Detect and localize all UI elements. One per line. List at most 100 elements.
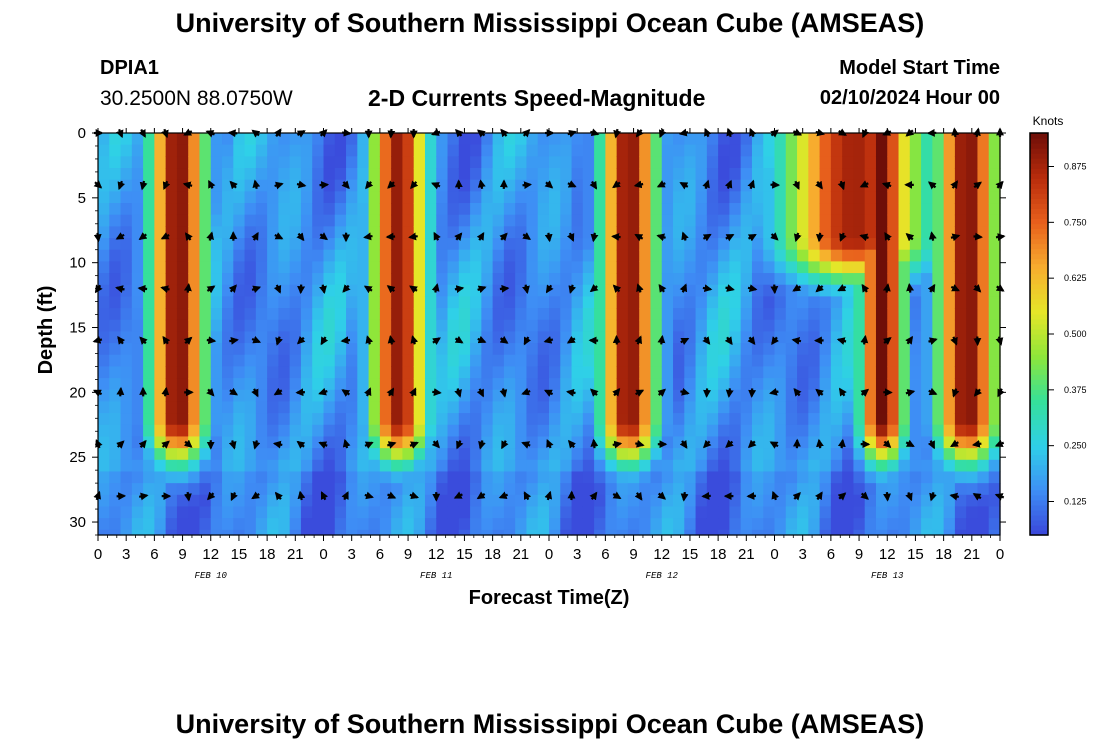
heatmap-cell (864, 214, 877, 227)
colorbar-tick-label: 0.375 (1064, 385, 1087, 395)
heatmap-cell (616, 424, 629, 438)
heatmap-cell (954, 471, 967, 484)
heatmap-cell (413, 214, 426, 227)
heatmap-cell (368, 238, 381, 251)
heatmap-cell (143, 401, 155, 414)
colorbar-segment (1030, 484, 1048, 491)
heatmap-cell (718, 331, 730, 344)
x-tick-label: 9 (178, 546, 186, 563)
current-arrow (273, 387, 283, 396)
heatmap-cell (797, 343, 809, 356)
heatmap-cell (549, 529, 561, 536)
heatmap-cell (424, 343, 437, 356)
heatmap-cell (526, 506, 539, 519)
current-arrow (680, 387, 690, 396)
heatmap-cell (289, 296, 302, 309)
heatmap-cell (966, 144, 979, 157)
heatmap-cell (98, 424, 110, 438)
heatmap-cell (537, 238, 550, 251)
heatmap-cell (176, 261, 189, 274)
current-arrow (342, 438, 351, 449)
heatmap-cell (864, 319, 877, 333)
heatmap-cell (289, 331, 302, 344)
heatmap-cell (289, 308, 302, 321)
heatmap-cell (627, 471, 640, 484)
heatmap-cell (481, 354, 494, 368)
heatmap-cell (943, 518, 956, 531)
heatmap-cell (233, 459, 246, 473)
heatmap-cell (684, 156, 697, 169)
heatmap-cell (594, 308, 606, 321)
heatmap-cell (379, 249, 392, 262)
heatmap-cell (875, 249, 888, 262)
heatmap-cell (808, 448, 821, 461)
heatmap-cell (819, 226, 832, 239)
heatmap-cell (222, 518, 234, 531)
heatmap-cell (684, 319, 697, 333)
heatmap-cell (470, 296, 482, 309)
heatmap-cell (639, 319, 652, 333)
heatmap-cell (458, 471, 471, 484)
heatmap-cell (188, 424, 201, 438)
heatmap-cell (571, 133, 584, 146)
heatmap-cell (199, 459, 212, 473)
heatmap-cell (909, 459, 922, 473)
heatmap-cell (188, 284, 201, 297)
heatmap-cell (391, 144, 404, 157)
heatmap-cell (605, 401, 618, 414)
heatmap-cell (988, 471, 1001, 484)
heatmap-cell (673, 401, 685, 414)
heatmap-cell (909, 273, 922, 286)
heatmap-cell (718, 424, 730, 438)
heatmap-cell (718, 413, 730, 426)
heatmap-cell (413, 319, 426, 333)
heatmap-cell (932, 191, 945, 204)
heatmap-cell (244, 378, 257, 391)
heatmap-cell (323, 448, 336, 461)
heatmap-cell (718, 249, 730, 262)
heatmap-cell (503, 389, 516, 403)
heatmap-cell (661, 448, 674, 461)
heatmap-cell (176, 459, 189, 473)
heatmap-cell (988, 226, 1001, 239)
heatmap-cell (695, 133, 708, 146)
heatmap-cell (278, 238, 291, 251)
heatmap-cell (470, 483, 482, 496)
heatmap-cell (943, 459, 956, 473)
heatmap-cell (436, 284, 449, 297)
heatmap-cell (109, 168, 122, 181)
heatmap-cell (966, 156, 979, 169)
heatmap-cell (909, 471, 922, 484)
heatmap-cell (492, 378, 505, 391)
heatmap-cell (537, 494, 550, 508)
heatmap-cell (549, 133, 561, 146)
heatmap-cell (977, 331, 990, 344)
heatmap-cell (943, 471, 956, 484)
heatmap-cell (436, 261, 449, 274)
current-arrow (182, 181, 193, 190)
heatmap-cell (763, 156, 776, 169)
heatmap-cell (718, 459, 730, 473)
heatmap-cell (98, 413, 110, 426)
heatmap-cell (165, 401, 178, 414)
heatmap-cell (154, 226, 167, 239)
heatmap-cell (751, 284, 764, 297)
heatmap-cell (436, 308, 449, 321)
heatmap-cell (244, 308, 257, 321)
heatmap-cell (143, 389, 155, 403)
heatmap-cell (334, 494, 347, 508)
heatmap-cell (368, 494, 381, 508)
heatmap-cell (515, 529, 528, 536)
heatmap-cell (526, 273, 539, 286)
heatmap-cell (413, 249, 426, 262)
heatmap-cell (143, 424, 155, 438)
heatmap-cell (515, 331, 528, 344)
current-arrow (884, 231, 892, 241)
heatmap-cell (864, 413, 877, 426)
current-arrow (703, 388, 711, 398)
heatmap-cell (684, 366, 697, 379)
heatmap-cell (109, 179, 122, 192)
heatmap-cell (109, 308, 122, 321)
heatmap-cell (932, 448, 945, 461)
heatmap-cell (605, 168, 618, 181)
